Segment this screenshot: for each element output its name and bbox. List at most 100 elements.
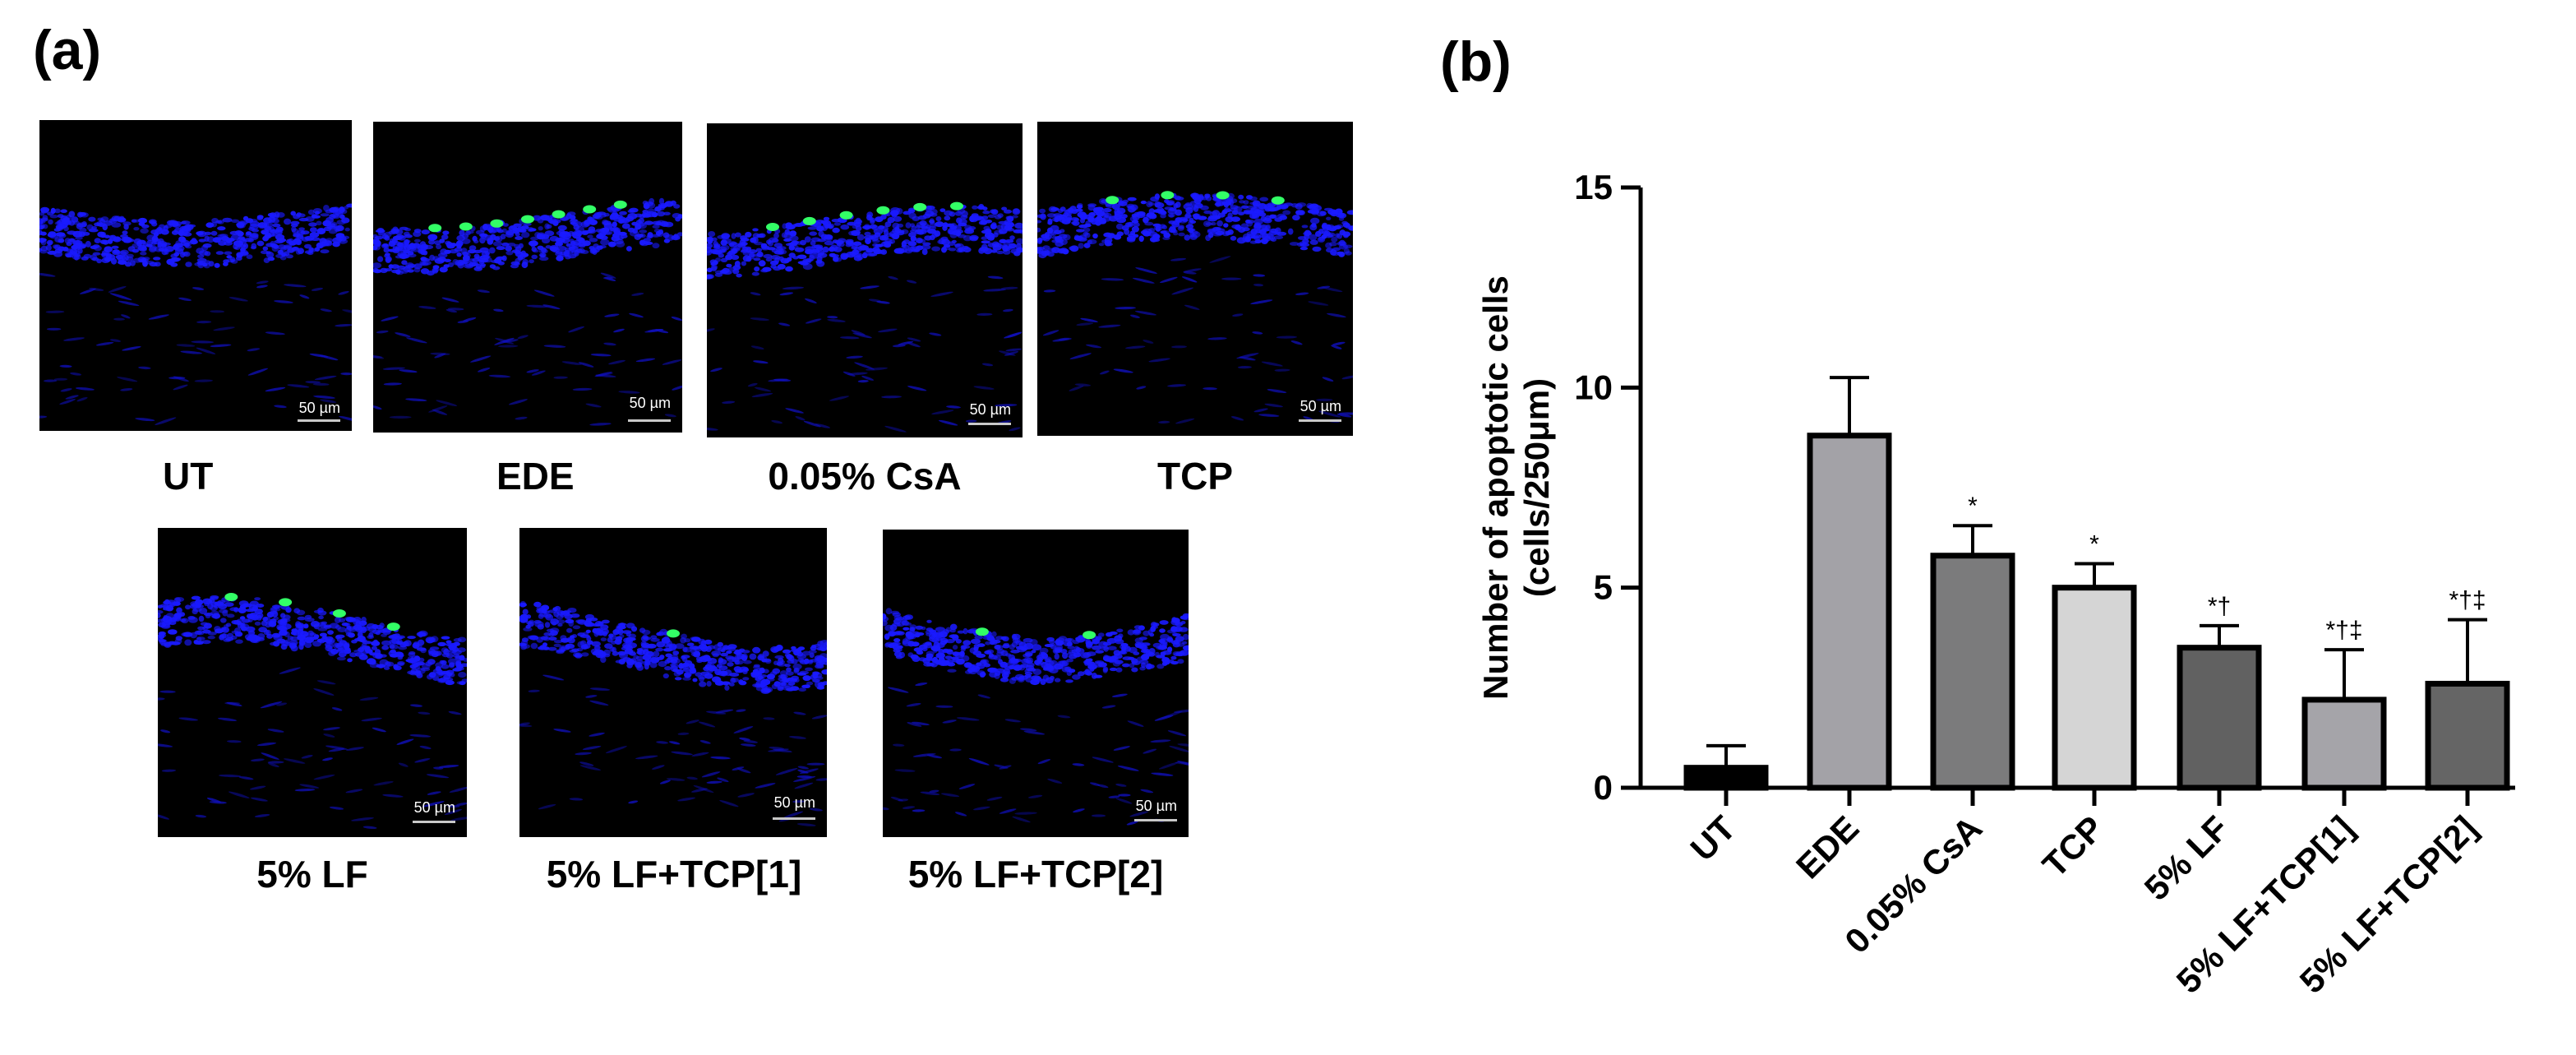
nucleus: [270, 229, 279, 234]
nucleus: [607, 636, 613, 643]
nucleus: [987, 214, 996, 218]
nucleus: [610, 227, 617, 232]
stromal-nucleus: [538, 803, 556, 810]
stromal-nucleus: [76, 396, 88, 402]
stromal-nucleus: [732, 766, 745, 771]
nucleus: [940, 236, 949, 241]
stromal-nucleus: [161, 769, 177, 772]
nucleus: [1102, 666, 1109, 673]
nucleus: [894, 631, 903, 635]
nucleus: [823, 657, 827, 662]
nucleus: [956, 248, 965, 253]
nucleus: [959, 650, 965, 657]
stromal-nucleus: [1115, 784, 1127, 787]
nucleus: [60, 209, 67, 213]
stromal-nucleus: [362, 826, 377, 830]
stromal-nucleus: [613, 328, 625, 333]
nucleus: [131, 219, 137, 223]
nucleus: [1004, 239, 1014, 243]
nucleus: [910, 229, 916, 234]
nucleus: [1066, 659, 1073, 663]
nucleus: [1182, 645, 1189, 651]
stromal-nucleus: [902, 806, 916, 809]
nucleus: [254, 608, 263, 614]
stromal-nucleus: [398, 762, 409, 767]
nucleus: [822, 246, 829, 253]
stromal-nucleus: [426, 774, 450, 779]
nucleus: [1074, 208, 1083, 212]
nucleus: [1149, 632, 1155, 637]
stromal-nucleus: [1101, 705, 1116, 709]
nucleus: [225, 622, 232, 627]
nucleus: [206, 236, 215, 243]
nucleus: [158, 622, 167, 627]
nucleus: [202, 598, 213, 604]
nucleus: [893, 638, 901, 643]
nucleus: [626, 662, 633, 669]
nucleus: [429, 254, 436, 261]
nucleus: [922, 642, 930, 646]
micrograph-texture: [883, 608, 1189, 826]
stromal-nucleus: [329, 806, 344, 810]
nucleus: [399, 242, 409, 248]
stromal-nucleus: [782, 811, 804, 819]
nucleus: [569, 238, 575, 243]
nucleus: [626, 645, 634, 650]
nucleus: [755, 248, 763, 252]
stromal-nucleus: [811, 715, 827, 720]
stromal-nucleus: [1127, 720, 1144, 727]
nucleus: [1246, 220, 1253, 227]
nucleus: [690, 652, 699, 657]
nucleus: [789, 230, 797, 237]
nucleus: [632, 228, 638, 234]
nucleus: [458, 672, 467, 678]
nucleus: [981, 240, 990, 244]
nucleus: [381, 640, 392, 646]
stromal-nucleus: [1148, 358, 1170, 363]
nucleus: [1085, 658, 1091, 664]
stromal-nucleus: [797, 769, 809, 774]
nucleus: [529, 259, 534, 264]
nucleus: [988, 655, 998, 660]
nucleus: [309, 632, 316, 636]
nucleus: [884, 221, 892, 228]
nucleus: [456, 252, 462, 257]
scale-bar-label: 50 µm: [1300, 398, 1341, 414]
nucleus: [910, 654, 919, 659]
nucleus: [290, 631, 297, 636]
nucleus: [1037, 227, 1041, 233]
nucleus: [1181, 614, 1189, 621]
nucleus: [1260, 216, 1267, 221]
nucleus: [431, 636, 439, 643]
stromal-nucleus: [1167, 730, 1187, 737]
nucleus: [847, 221, 856, 226]
nucleus: [1230, 235, 1237, 241]
nucleus: [905, 222, 912, 229]
stromal-nucleus: [894, 769, 916, 772]
nucleus: [543, 632, 552, 636]
stromal-nucleus: [1028, 794, 1043, 798]
nucleus: [1300, 243, 1310, 248]
nucleus: [48, 219, 53, 225]
stromal-nucleus: [881, 396, 902, 399]
nucleus: [815, 664, 824, 669]
nucleus: [893, 614, 903, 621]
nucleus: [91, 257, 99, 261]
stromal-nucleus: [915, 682, 928, 687]
stromal-nucleus: [782, 286, 804, 290]
nucleus: [864, 231, 871, 237]
nucleus: [390, 228, 400, 233]
nucleus: [1143, 228, 1152, 234]
nucleus: [1322, 222, 1328, 228]
stromal-nucleus: [118, 300, 140, 307]
nucleus: [976, 670, 986, 676]
nucleus: [888, 632, 896, 637]
stromal-nucleus: [701, 771, 721, 778]
nucleus: [974, 635, 983, 640]
nucleus: [170, 253, 178, 259]
nucleus: [666, 640, 672, 647]
nucleus: [133, 238, 142, 245]
nucleus: [781, 232, 788, 238]
stromal-nucleus: [373, 781, 394, 786]
stromal-nucleus: [839, 336, 860, 340]
